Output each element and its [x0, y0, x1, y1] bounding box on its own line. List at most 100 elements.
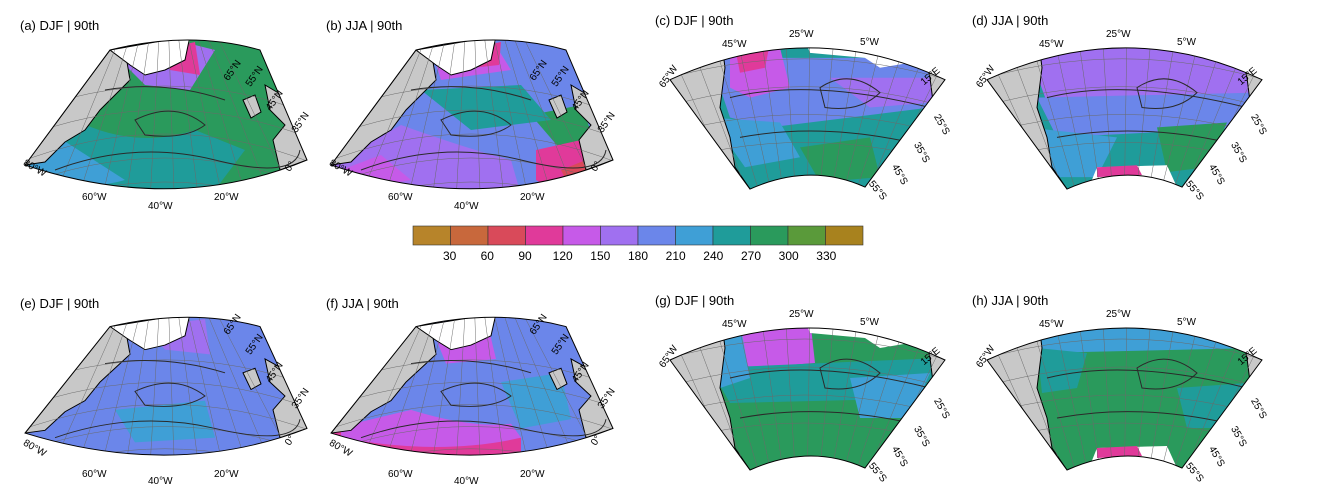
map-frame — [330, 39, 614, 190]
map-inner — [25, 40, 307, 189]
lon-label-5w: 5°W — [860, 37, 879, 48]
lon-label-40w: 40°W — [148, 201, 173, 212]
colorbar-segment — [562, 225, 601, 246]
lon-label-45w: 45°W — [722, 39, 747, 50]
graticule-lat — [25, 181, 307, 189]
map-panel-b — [330, 39, 614, 190]
graticule-lat — [331, 448, 613, 456]
contour-line — [819, 78, 881, 109]
land-greenland — [108, 40, 191, 76]
map-panel-a — [24, 39, 308, 190]
map-frame — [669, 327, 946, 471]
field-region — [1177, 383, 1247, 428]
field-region — [800, 137, 880, 183]
panel-title-d: (d) JJA | 90th — [972, 13, 1049, 28]
graticule-lon — [734, 328, 774, 470]
graticule-lon — [1157, 328, 1203, 470]
map-frame — [24, 39, 308, 190]
map-body — [24, 39, 308, 190]
lon-label-25w: 25°W — [1106, 309, 1131, 320]
colorbar-tick: 210 — [665, 249, 686, 263]
colorbar-tick: 300 — [778, 249, 799, 263]
colorbar-segment — [450, 225, 489, 246]
graticule-lat — [25, 404, 307, 433]
colorbar-tick: 330 — [816, 249, 837, 263]
graticule-lon — [734, 47, 774, 190]
graticule-lon — [1051, 47, 1091, 190]
map-body — [986, 47, 1263, 190]
colorbar-segment — [600, 225, 639, 246]
colorbar-tick: 240 — [703, 249, 724, 263]
contour-line — [739, 130, 911, 143]
colorbar-tick: 120 — [552, 249, 573, 263]
graticule-lat — [331, 133, 613, 165]
nodata-patch — [800, 47, 910, 68]
lon-label-20w: 20°W — [214, 192, 239, 203]
graticule-lon — [759, 47, 785, 190]
lon-label-60w: 60°W — [388, 192, 413, 203]
graticule-lat — [987, 338, 1262, 365]
field-region — [1097, 165, 1142, 178]
graticule-lon — [807, 328, 811, 470]
panel-title-f: (f) JJA | 90th — [326, 296, 399, 311]
panel-title-h: (h) JJA | 90th — [972, 293, 1049, 308]
map-frame — [986, 327, 1263, 471]
lon-label-40w: 40°W — [148, 476, 173, 487]
graticule-lon — [818, 47, 836, 190]
map-panel-c — [669, 47, 946, 190]
colorbar-segment — [787, 225, 826, 246]
map-panel-g — [669, 327, 946, 471]
field-region — [1027, 328, 1257, 353]
contour-line — [104, 86, 226, 101]
graticule-lat — [670, 58, 945, 84]
contour-line — [440, 382, 512, 407]
graticule-lat — [25, 133, 307, 165]
graticule-lon — [829, 47, 861, 190]
map-body — [330, 39, 614, 190]
contour-line — [440, 110, 512, 137]
map-frame — [330, 316, 614, 456]
map-body — [669, 327, 946, 471]
lon-label-60w: 60°W — [388, 469, 413, 480]
colorbar-tick: 180 — [627, 249, 649, 263]
graticule-lon — [1146, 328, 1178, 470]
graticule-lat — [987, 58, 1262, 84]
map-frame — [669, 47, 946, 190]
contour-line — [729, 369, 931, 389]
colorbar-segment — [637, 225, 676, 246]
lon-label-40w: 40°W — [454, 476, 479, 487]
panel-title-g: (g) DJF | 90th — [655, 293, 735, 308]
graticule-lat — [670, 338, 945, 365]
colorbar-segment — [525, 225, 564, 246]
colorbar-tick: 150 — [590, 249, 611, 263]
graticule-lon — [807, 47, 811, 190]
lon-label-60w: 60°W — [82, 192, 107, 203]
contour-line — [1046, 369, 1248, 389]
land-british-isles — [242, 94, 262, 119]
contour-line — [360, 149, 607, 171]
land-greenland — [414, 317, 497, 351]
map-inner — [331, 317, 613, 456]
graticule-lat — [670, 86, 945, 112]
lon-label-25w: 25°W — [789, 29, 814, 40]
map-frame — [986, 47, 1263, 190]
lon-label-60w: 60°W — [82, 469, 107, 480]
map-inner — [25, 317, 307, 456]
lon-label-45w: 45°W — [1039, 39, 1064, 50]
map-panel-f — [330, 316, 614, 456]
land-british-isles — [548, 94, 568, 119]
contour-line — [739, 411, 911, 424]
colorbar-tick: 30 — [443, 249, 457, 263]
colorbar-tick: 60 — [480, 249, 494, 263]
graticule-lon — [1076, 328, 1102, 470]
lon-label-5w: 5°W — [1177, 37, 1196, 48]
map-body — [986, 327, 1263, 471]
panel-title-b: (b) JJA | 90th — [326, 18, 403, 33]
panel-title-c: (c) DJF | 90th — [655, 13, 734, 28]
graticule-lat — [25, 448, 307, 456]
colorbar — [412, 225, 864, 246]
contour-line — [410, 86, 532, 101]
graticule-lon — [1051, 328, 1091, 470]
contour-line — [1056, 411, 1228, 424]
lon-label-40w: 40°W — [454, 201, 479, 212]
